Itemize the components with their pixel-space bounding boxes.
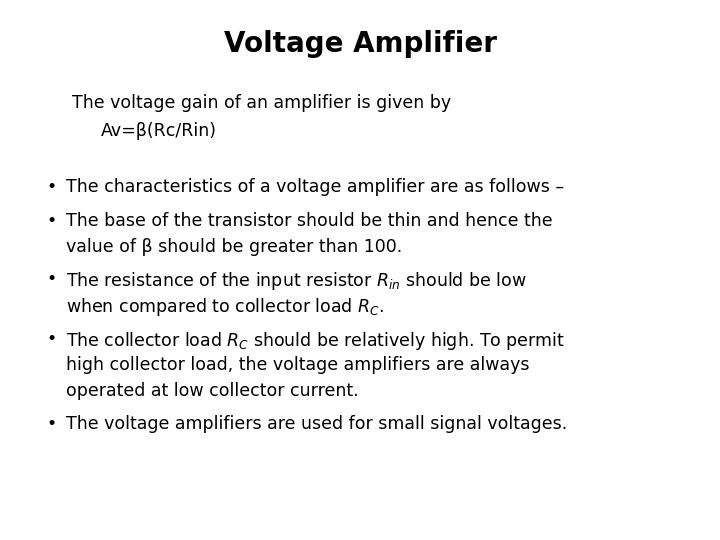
Text: The characteristics of a voltage amplifier are as follows –: The characteristics of a voltage amplifi… <box>66 178 564 196</box>
Text: high collector load, the voltage amplifiers are always: high collector load, the voltage amplifi… <box>66 356 530 374</box>
Text: The resistance of the input resistor $R_{in}$ should be low: The resistance of the input resistor $R_… <box>66 270 527 292</box>
Text: •: • <box>47 330 57 348</box>
Text: operated at low collector current.: operated at low collector current. <box>66 382 359 400</box>
Text: •: • <box>47 415 57 433</box>
Text: The collector load $R_C$ should be relatively high. To permit: The collector load $R_C$ should be relat… <box>66 330 565 353</box>
Text: The voltage amplifiers are used for small signal voltages.: The voltage amplifiers are used for smal… <box>66 415 567 433</box>
Text: Voltage Amplifier: Voltage Amplifier <box>223 30 497 58</box>
Text: The voltage gain of an amplifier is given by: The voltage gain of an amplifier is give… <box>72 94 451 112</box>
Text: •: • <box>47 270 57 288</box>
Text: •: • <box>47 178 57 196</box>
Text: Av=β(Rc/Rin): Av=β(Rc/Rin) <box>101 122 217 139</box>
Text: •: • <box>47 212 57 230</box>
Text: value of β should be greater than 100.: value of β should be greater than 100. <box>66 238 402 255</box>
Text: The base of the transistor should be thin and hence the: The base of the transistor should be thi… <box>66 212 553 230</box>
Text: when compared to collector load $R_C$.: when compared to collector load $R_C$. <box>66 296 384 318</box>
